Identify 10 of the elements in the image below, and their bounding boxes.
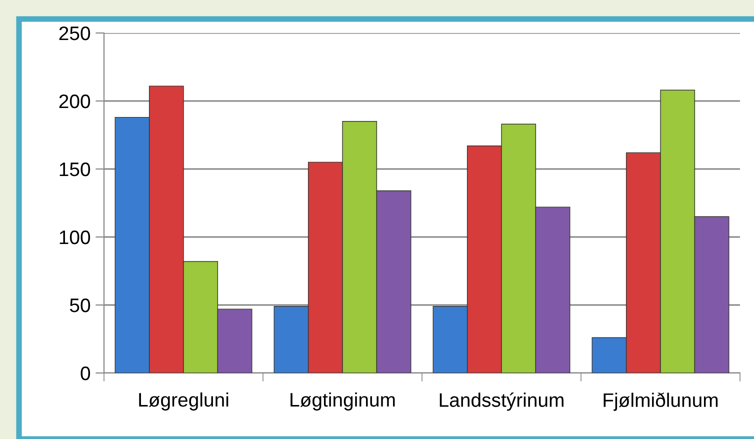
x-tick-label: Løgtinginum [290, 392, 395, 411]
y-tick-label: 50 [70, 298, 90, 312]
x-tick-label: Landsstýrinum [440, 392, 564, 411]
x-tick-label: Løgregluni [139, 392, 228, 411]
y-tick-label: 150 [60, 162, 90, 176]
x-tick-label: Fjølmiðlunum [604, 392, 718, 411]
y-tick-label: 100 [60, 230, 90, 244]
y-tick-label: 0 [80, 366, 90, 380]
y-tick-label: 200 [59, 94, 90, 108]
y-tick-label: 250 [59, 26, 90, 40]
